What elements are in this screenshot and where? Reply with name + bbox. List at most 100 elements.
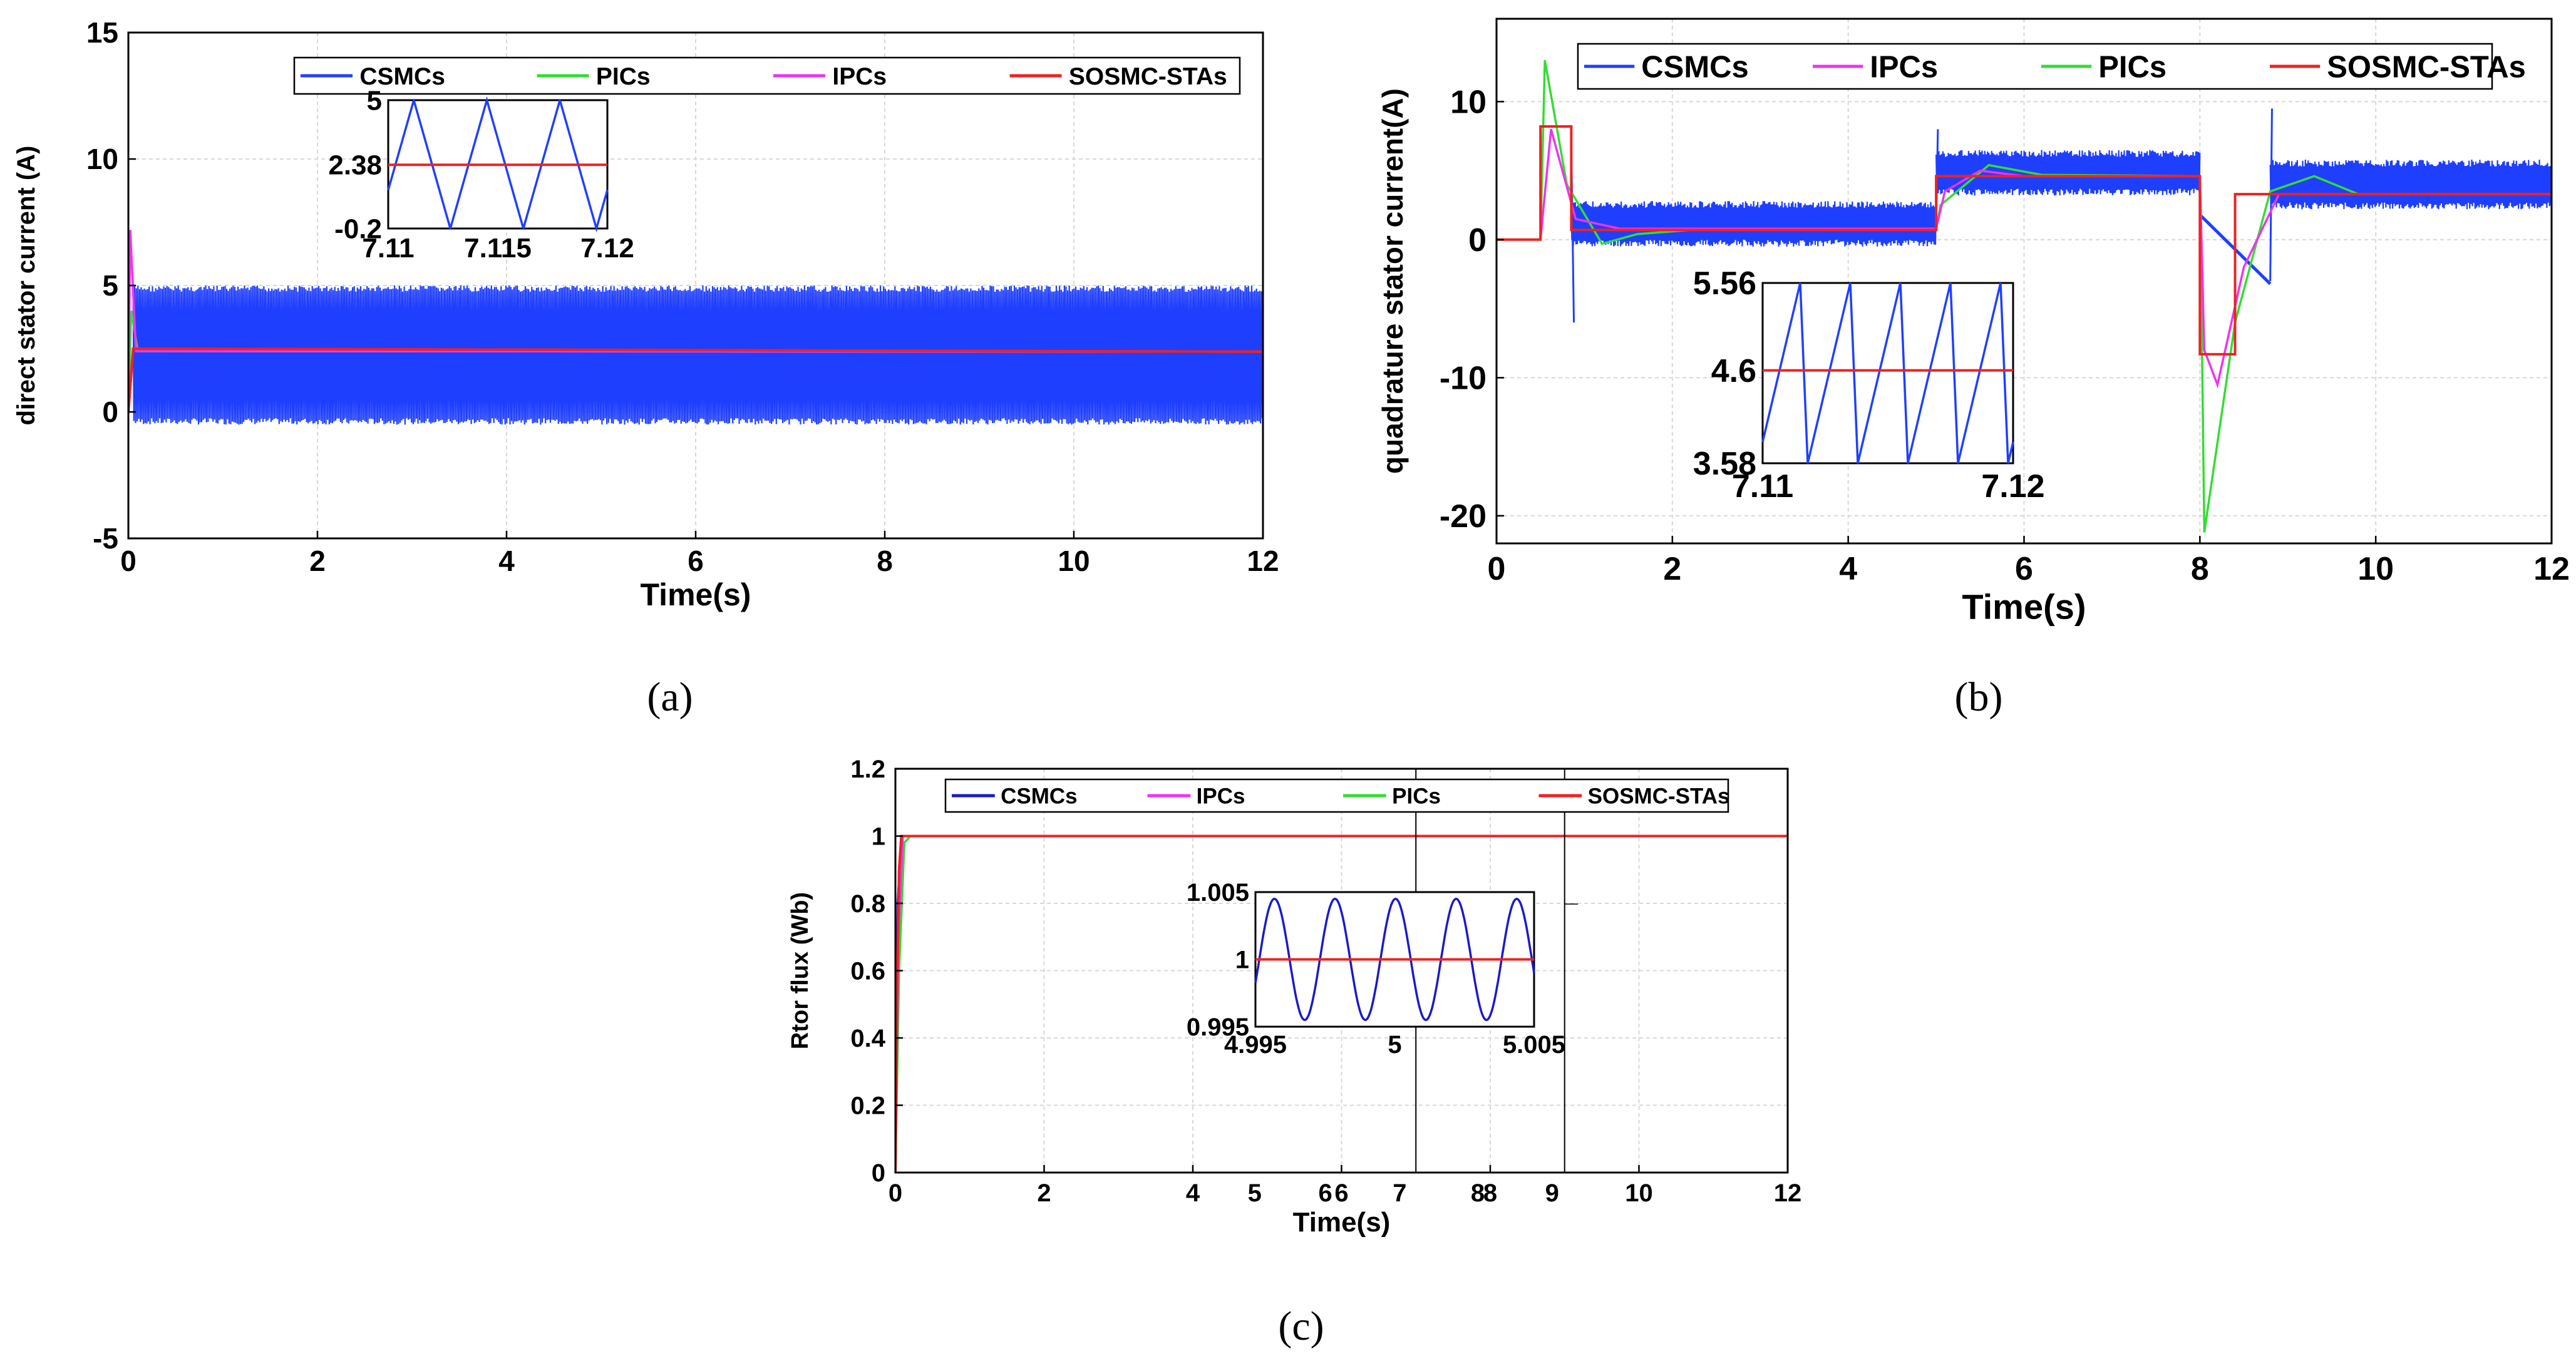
y-axis-label: Rtor flux (Wb) xyxy=(787,892,813,1049)
y-tick-label: 0.2 xyxy=(850,1092,885,1120)
series-PICs xyxy=(1497,59,2552,533)
legend-label-SOSMC-STAs: SOSMC-STAs xyxy=(1588,784,1730,809)
x-tick-label: 10 xyxy=(1625,1179,1653,1207)
y-tick-label: -5 xyxy=(93,522,118,555)
legend-box xyxy=(293,56,1241,95)
x-tick-label-extra: 8 xyxy=(1471,1179,1485,1207)
legend-label-IPCs: IPCs xyxy=(1870,51,1938,85)
y-tick-label: 1.2 xyxy=(850,756,885,783)
chart-panel-b: 0 2 4 6 8 10 12 -20 -10 0 10 Time(s) quadrature stat… xyxy=(1376,18,2570,720)
inset-x-tick-label: 7.12 xyxy=(580,233,634,264)
legend-label-IPCs: IPCs xyxy=(832,63,887,90)
legend-label-CSMCs: CSMCs xyxy=(1001,784,1078,809)
x-tick-label: 12 xyxy=(1774,1179,1802,1207)
x-tick-label: 8 xyxy=(2191,551,2209,587)
legend-label-CSMCs: CSMCs xyxy=(359,63,445,90)
y-axis-label: quadrature stator current(A) xyxy=(1376,88,1409,474)
inset-y-tick-label: 2.38 xyxy=(328,150,382,181)
x-tick-label: 0 xyxy=(889,1179,902,1207)
x-tick-label: 6 xyxy=(688,545,704,577)
legend-label-IPCs: IPCs xyxy=(1197,784,1245,809)
series-SOSMC-STAs xyxy=(1497,125,2552,356)
x-tick-label: 10 xyxy=(1058,545,1090,577)
x-tick-label: 8 xyxy=(877,545,893,577)
chart-panel-c: 0 2 4 6 8 10 12 0 0.2 0.4 0.6 0.8 1 1.2 5 6 7 8 9 Time(s) Rt… xyxy=(787,756,1801,1349)
x-tick-label: 12 xyxy=(2533,551,2570,587)
caption-c: (c) xyxy=(1278,1303,1324,1349)
caption-a: (a) xyxy=(647,674,693,720)
y-tick-label: 10 xyxy=(1450,85,1486,121)
y-tick-label: 0 xyxy=(872,1159,885,1187)
inset-series-CSMCs xyxy=(1254,898,1535,1021)
inset-x-tick-label: 5 xyxy=(1388,1031,1401,1059)
y-tick-label: 0 xyxy=(1468,222,1486,259)
y-tick-label: -20 xyxy=(1440,498,1486,535)
inset-frame xyxy=(1761,282,2014,465)
inset-y-tick-label: 5.56 xyxy=(1693,265,1756,302)
x-axis-label: Time(s) xyxy=(1293,1207,1391,1238)
y-tick-label: 15 xyxy=(86,16,118,49)
x-tick-label-extra: 6 xyxy=(1318,1179,1332,1207)
series-CSMCs-band xyxy=(132,285,1263,425)
series-CSMCs-segment xyxy=(1570,201,1937,247)
legend-box xyxy=(1577,43,2493,90)
x-tick-label: 4 xyxy=(1186,1179,1200,1207)
inset-series-CSMCs xyxy=(1761,282,2014,464)
legend-label-PICs: PICs xyxy=(1392,784,1441,809)
inset-y-tick-label: 0.995 xyxy=(1187,1014,1249,1041)
inset-y-tick-label: 1.005 xyxy=(1187,879,1249,906)
series-SOSMC-STAs-top xyxy=(895,834,1788,1173)
legend-label-CSMCs: CSMCs xyxy=(1641,51,1749,85)
inset-x-tick-label: 5.005 xyxy=(1503,1031,1565,1059)
legend-label-SOSMC-STAs: SOSMC-STAs xyxy=(1069,63,1227,90)
x-axis-label: Time(s) xyxy=(1962,587,2086,626)
inset-b: 3.58 4.6 5.56 7.11 7.12 xyxy=(1693,265,2045,505)
x-tick-label-extra: 5 xyxy=(1248,1179,1262,1207)
y-tick-label: 1 xyxy=(872,823,885,851)
inset-y-tick-label: 5 xyxy=(367,85,382,116)
series-group xyxy=(1497,59,2552,533)
inset-y-tick-label: 4.6 xyxy=(1711,353,1756,389)
y-tick-label: 0.6 xyxy=(850,958,885,985)
y-axis-label: direct stator current (A) xyxy=(13,146,40,426)
inset-c: 0.995 1 1.005 4.995 5 5.005 xyxy=(1187,879,1565,1059)
inset-y-tick-label: -0.2 xyxy=(334,213,382,244)
inset-a: -0.2 2.38 5 7.11 7.115 7.12 xyxy=(328,85,634,264)
x-tick-label-extra: 9 xyxy=(1545,1179,1559,1207)
x-tick-label: 6 xyxy=(1334,1179,1348,1207)
series-SOSMC-STAs-top xyxy=(128,347,1263,413)
x-tick-label: 10 xyxy=(2357,551,2394,587)
legend: CSMCs IPCs PICs SOSMC-STAs xyxy=(944,778,1730,813)
x-tick-label: 2 xyxy=(1037,1179,1051,1207)
y-tick-label: 0.4 xyxy=(850,1025,885,1052)
inset-x-tick-label: 4.995 xyxy=(1224,1031,1287,1059)
x-tick-label: 6 xyxy=(2015,551,2033,587)
y-tick-label: 5 xyxy=(102,269,118,302)
x-tick-label: 2 xyxy=(309,545,326,577)
x-tick-label: 4 xyxy=(1839,551,1857,587)
legend-label-PICs: PICs xyxy=(2098,51,2166,85)
legend-label-SOSMC-STAs: SOSMC-STAs xyxy=(2327,51,2526,85)
legend: CSMCs IPCs PICs SOSMC-STAs xyxy=(1577,43,2526,90)
legend: CSMCs PICs IPCs SOSMC-STAs xyxy=(293,56,1241,95)
inset-y-tick-label: 1 xyxy=(1235,947,1249,974)
inset-series-CSMCs xyxy=(387,96,609,233)
x-tick-label: 0 xyxy=(1488,551,1506,587)
x-tick-label: 4 xyxy=(498,545,515,577)
x-tick-label: 0 xyxy=(120,545,137,577)
x-tick-label: 2 xyxy=(1663,551,1681,587)
caption-b: (b) xyxy=(1955,674,2003,720)
series-CSMCs-segment xyxy=(2269,159,2552,210)
y-tick-label: 10 xyxy=(86,143,118,175)
x-tick-label: 8 xyxy=(1483,1179,1497,1207)
series-CSMCs-segment xyxy=(1935,150,2201,196)
y-tick-label: 0.8 xyxy=(850,890,885,918)
inset-y-tick-label: 3.58 xyxy=(1693,446,1756,482)
inset-x-tick-label: 7.11 xyxy=(362,233,414,264)
x-tick-label: 12 xyxy=(1247,545,1279,577)
legend-box xyxy=(944,778,1729,813)
y-tick-label: 0 xyxy=(102,396,118,428)
legend-label-PICs: PICs xyxy=(596,63,651,90)
inset-x-tick-label: 7.11 xyxy=(1732,468,1793,505)
